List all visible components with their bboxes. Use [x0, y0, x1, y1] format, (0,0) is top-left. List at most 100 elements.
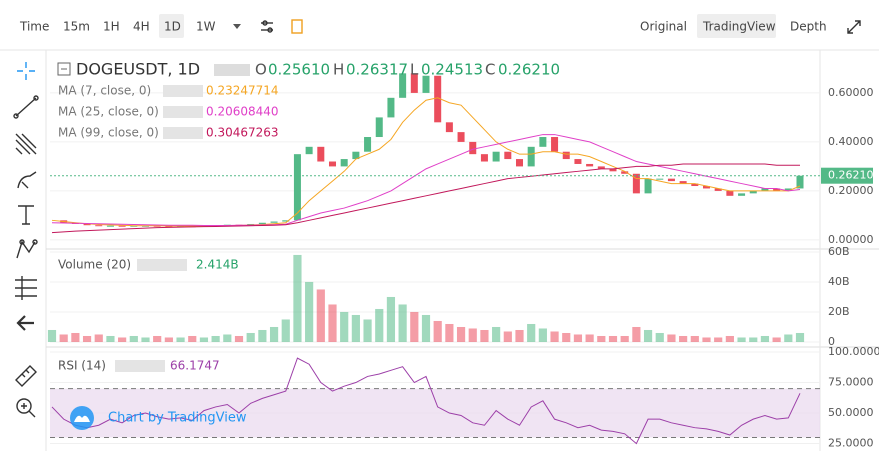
candle: [551, 137, 559, 152]
candle: [726, 190, 734, 196]
crosshair-tool[interactable]: [17, 62, 35, 80]
interval[interactable]: 4H: [133, 20, 150, 34]
dropdown[interactable]: [233, 24, 241, 29]
candle: [738, 193, 746, 196]
volume-bar: [223, 334, 232, 342]
volume-bar: [129, 335, 138, 342]
fib-tool[interactable]: [15, 133, 37, 155]
settings-icon[interactable]: [261, 20, 273, 33]
view[interactable]: Original: [640, 20, 687, 34]
fullscreen-icon[interactable]: [847, 20, 861, 34]
candle: [656, 178, 664, 180]
candle: [422, 75, 430, 93]
volume-bar: [118, 337, 127, 342]
y-tick-label: 75.0000: [828, 376, 874, 389]
volume-bar: [597, 335, 606, 342]
interval[interactable]: 15m: [63, 20, 90, 34]
legend-buttons: [163, 106, 203, 118]
candle: [562, 151, 570, 160]
interval[interactable]: 1W: [196, 20, 216, 34]
line-tool[interactable]: [13, 95, 39, 119]
rsi-band: [50, 388, 820, 438]
watermark[interactable]: Chart by TradingView: [70, 406, 247, 430]
legend-buttons[interactable]: [214, 64, 250, 76]
candle: [480, 154, 488, 162]
volume-bar: [246, 332, 255, 342]
volume-bar: [456, 326, 466, 342]
candle: [515, 159, 524, 167]
candle: [95, 225, 103, 227]
candle: [492, 151, 500, 162]
volume-bar: [199, 337, 209, 342]
volume-bar: [363, 319, 372, 342]
last-price-label: 0.26210: [828, 169, 874, 182]
volume-bar: [749, 337, 758, 342]
candle: [293, 154, 301, 221]
candle: [469, 141, 477, 155]
volume-bar: [655, 332, 664, 342]
zoom-tool[interactable]: [16, 398, 36, 418]
y-tick-label: 0.60000: [828, 86, 874, 99]
y-tick-label: 0.20000: [828, 184, 874, 197]
volume-bar: [643, 329, 653, 342]
candle: [317, 146, 325, 162]
volume-bar: [468, 328, 477, 342]
candle: [106, 225, 114, 227]
legend-buttons: [137, 259, 187, 271]
active-interval-bg: [159, 14, 184, 38]
y-tick-label: 50.0000: [828, 406, 874, 419]
text-tool[interactable]: [18, 205, 34, 225]
interval[interactable]: 1D: [164, 20, 181, 34]
volume-bar: [141, 337, 150, 342]
view[interactable]: TradingView: [702, 20, 776, 34]
brush-tool[interactable]: [17, 171, 37, 189]
candle: [597, 166, 605, 169]
y-tick-label: 100.0000: [828, 345, 879, 358]
volume-bar: [351, 314, 360, 342]
candle: [399, 73, 407, 98]
candle: [165, 225, 173, 227]
volume-bar: [94, 334, 103, 342]
candle: [305, 146, 313, 155]
indicator-name: MA (99, close, 0): [58, 126, 159, 140]
candle: [258, 222, 266, 224]
pane-value: 66.1747: [170, 359, 220, 373]
volume-bar: [375, 308, 384, 342]
candle: [83, 223, 91, 226]
volume-bar: [164, 337, 173, 342]
symbol: DOGEUSDT, 1D: [76, 60, 200, 79]
volume-bar: [515, 329, 524, 342]
candle: [644, 178, 652, 194]
candle: [364, 137, 372, 152]
interval[interactable]: 1H: [103, 20, 120, 34]
ohlc-key: C: [485, 61, 495, 79]
ohlc-value: 0.26210: [498, 61, 560, 79]
interval[interactable]: Time: [19, 20, 49, 34]
back-tool[interactable]: [16, 315, 34, 331]
indicator-value: 0.30467263: [206, 126, 279, 140]
ohlc-key: H: [333, 61, 344, 79]
measure-tool[interactable]: [15, 365, 37, 387]
candle: [282, 220, 290, 222]
volume-bar: [211, 335, 220, 342]
collapse-icon[interactable]: [57, 62, 71, 76]
candle: [784, 188, 792, 191]
volume-bar: [234, 335, 244, 342]
view[interactable]: Depth: [790, 20, 827, 34]
y-tick-label: 40B: [828, 275, 850, 288]
volume-bar: [690, 335, 699, 342]
volume-bar: [59, 334, 68, 342]
prediction-tool[interactable]: [15, 276, 37, 300]
volume-bar: [760, 335, 770, 342]
pattern-tool[interactable]: [16, 239, 38, 259]
indicator-icon[interactable]: [291, 19, 303, 34]
candle: [457, 132, 465, 142]
volume-bar: [480, 329, 489, 342]
volume-bar: [328, 304, 337, 342]
ohlc-key: O: [255, 61, 267, 79]
candle: [574, 159, 582, 164]
candle: [796, 175, 804, 189]
volume-bar: [71, 332, 80, 342]
volume-bar: [258, 329, 267, 342]
